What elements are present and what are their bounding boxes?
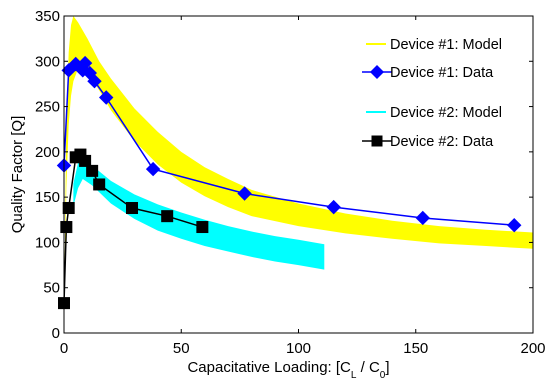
data-point-diamond [77,55,93,71]
legend: Device #1: Model Device #1: Data Device #2… [362,37,502,150]
x-tick-label: 100 [286,340,311,357]
y-tick-label: 200 [35,144,60,161]
data-point-diamond [145,161,161,177]
data-point-diamond [507,218,522,233]
data-point-diamond [237,186,252,201]
data-point-square [60,221,73,234]
data-point-square [93,178,106,191]
y-tick-label: 350 [35,8,60,25]
data-point-diamond [415,210,430,226]
data-point-diamond [87,74,102,89]
model-band-2 [73,159,325,270]
x-tick-label: 0 [60,340,68,357]
data-point-square [62,202,75,215]
x-axis-label: Capacitative Loading: [CL / C0] [187,359,389,381]
legend-label: Device #2: Data [390,134,494,150]
data-point-diamond [326,199,341,215]
data-point-square [86,164,99,177]
legend-label: Device #1: Data [390,65,494,81]
y-tick-label: 300 [35,53,60,70]
plot-frame [63,15,534,334]
x-tick-label: 150 [403,340,428,357]
y-tick-label: 50 [43,280,60,297]
legend-marker-diamond [370,65,384,79]
model-band-0 [64,16,533,333]
data-markers [56,55,522,310]
data-point-square [196,221,209,234]
y-tick-label: 100 [35,234,60,251]
legend-label: Device #2: Model [390,105,502,121]
legend-marker-square [371,135,383,147]
y-tick-label: 250 [35,99,60,116]
data-point-square [161,210,174,223]
data-point-diamond [99,90,114,105]
y-tick-label: 150 [35,189,60,206]
data-lines [63,61,515,304]
legend-label: Device #1: Model [390,37,502,53]
y-axis-label: Quality Factor [Q] [9,116,26,234]
model-bands [64,16,533,333]
y-tick-label: 0 [52,325,60,342]
axis-ticks: 0 50 100 150 200 0 50 100 150 200 250 300 350 [35,8,546,357]
data-point-square [79,154,92,167]
x-tick-label: 50 [173,340,190,357]
data-point-square [126,202,139,215]
x-tick-label: 200 [520,340,545,357]
